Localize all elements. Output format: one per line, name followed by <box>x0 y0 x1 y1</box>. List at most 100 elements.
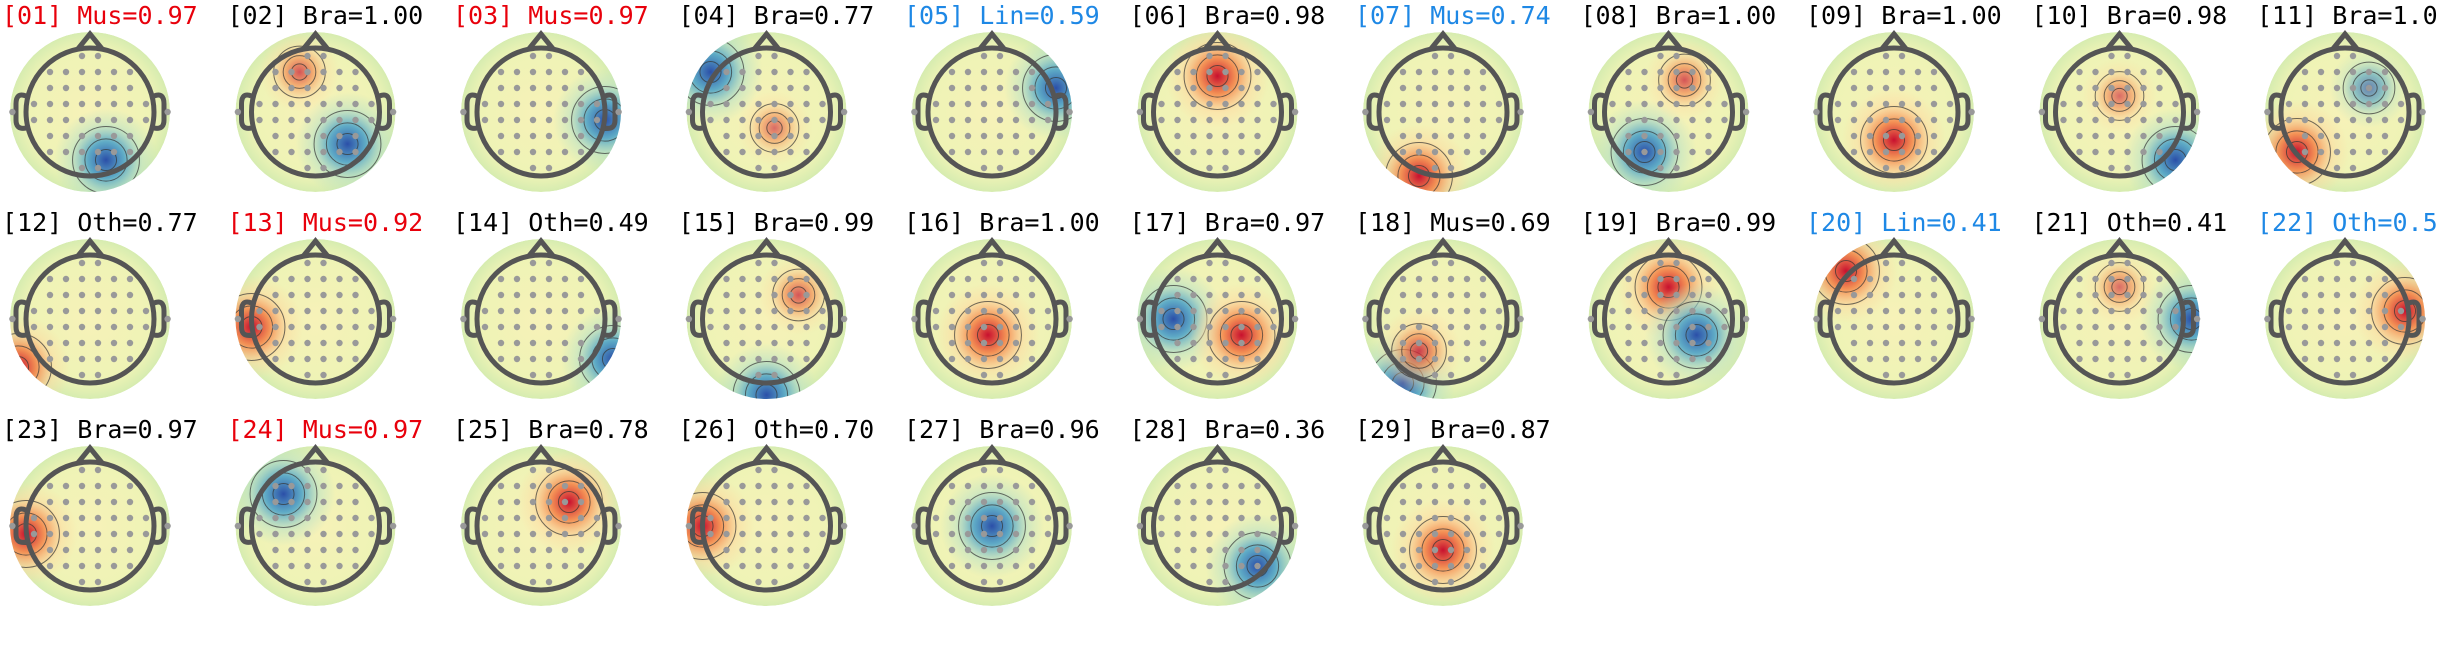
electrode <box>2092 323 2099 331</box>
electrode <box>1673 275 1680 283</box>
electrode <box>577 514 585 522</box>
electrode <box>126 291 134 299</box>
electrode <box>1431 371 1439 379</box>
electrode <box>513 339 521 347</box>
electrode <box>1673 323 1680 331</box>
electrode <box>110 291 118 299</box>
component: [12] Oth=0.77 <box>2 208 198 399</box>
electrode <box>1431 259 1439 267</box>
electrode <box>78 116 86 124</box>
electrode <box>1222 307 1229 315</box>
electrode <box>1673 68 1680 76</box>
electrode <box>1431 498 1439 506</box>
electrode <box>980 530 988 538</box>
electrode <box>352 68 359 76</box>
electrode <box>723 546 730 554</box>
electrode <box>1721 323 1728 331</box>
electrode <box>2301 339 2309 347</box>
head-outline <box>1602 45 1735 179</box>
electrode <box>1641 291 1648 299</box>
electrode <box>964 132 972 140</box>
electrode <box>1479 148 1487 156</box>
electrode <box>481 514 489 522</box>
ear <box>1731 92 1745 131</box>
electrode <box>1238 291 1245 299</box>
electrode <box>739 482 746 490</box>
electrode <box>803 100 810 108</box>
electrode <box>2264 108 2271 116</box>
electrode <box>2333 116 2341 124</box>
electrode <box>304 164 311 172</box>
electrode <box>1206 84 1213 92</box>
electrode <box>755 275 762 283</box>
electrode <box>755 546 762 554</box>
electrode <box>2140 116 2147 124</box>
electrode <box>1898 68 1906 76</box>
electrode <box>2156 323 2163 331</box>
electrode <box>2419 108 2426 116</box>
electrode <box>1587 108 1595 116</box>
electrode <box>739 116 746 124</box>
electrode <box>320 52 327 60</box>
electrode <box>1431 514 1439 522</box>
electrode <box>1914 307 1922 315</box>
electrode <box>1238 339 1245 347</box>
electrode <box>1270 514 1277 522</box>
electrode <box>1206 530 1213 538</box>
electrode <box>1447 291 1455 299</box>
electrode <box>2108 355 2115 363</box>
electrode <box>288 275 295 283</box>
electrode <box>126 116 134 124</box>
electrode <box>2124 68 2131 76</box>
electrode <box>320 578 327 586</box>
electrode <box>513 132 521 140</box>
electrode <box>1399 482 1407 490</box>
electrode <box>2381 84 2389 92</box>
electrode <box>1882 148 1890 156</box>
electrode <box>142 116 150 124</box>
electrode <box>739 562 746 570</box>
electrode <box>1625 100 1632 108</box>
electrode <box>1415 355 1423 363</box>
ear <box>1055 299 1069 338</box>
electrode <box>1206 323 1213 331</box>
electrode <box>1689 84 1696 92</box>
electrode <box>1174 148 1181 156</box>
electrode <box>288 514 295 522</box>
electrode <box>62 323 70 331</box>
electrode <box>1206 307 1213 315</box>
electrode <box>1415 482 1423 490</box>
electrode <box>1012 482 1020 490</box>
electrode <box>2365 84 2373 92</box>
electrode <box>1463 68 1471 76</box>
electrode <box>1479 530 1487 538</box>
electrode <box>1479 514 1487 522</box>
electrode <box>996 84 1004 92</box>
electrode <box>1657 355 1664 363</box>
electrode <box>2349 164 2357 172</box>
electrode <box>2317 307 2325 315</box>
electrode <box>288 498 295 506</box>
electrode <box>803 355 810 363</box>
electrode <box>755 68 762 76</box>
ear <box>1592 92 1606 131</box>
electrode <box>615 108 622 116</box>
electrode <box>1383 323 1391 331</box>
electrode <box>739 546 746 554</box>
electrode <box>1625 291 1632 299</box>
electrode <box>1270 323 1277 331</box>
electrode <box>2349 132 2357 140</box>
electrode <box>1641 148 1648 156</box>
electrode <box>164 108 171 116</box>
head-outline <box>23 252 157 386</box>
electrode <box>980 514 988 522</box>
electrode <box>336 116 343 124</box>
electrode <box>1254 307 1261 315</box>
electrode <box>840 315 848 323</box>
electrode <box>980 355 988 363</box>
electrode <box>1866 148 1874 156</box>
electrode <box>2172 307 2179 315</box>
nose <box>1202 444 1233 466</box>
electrode <box>771 578 778 586</box>
electrode <box>2285 323 2293 331</box>
